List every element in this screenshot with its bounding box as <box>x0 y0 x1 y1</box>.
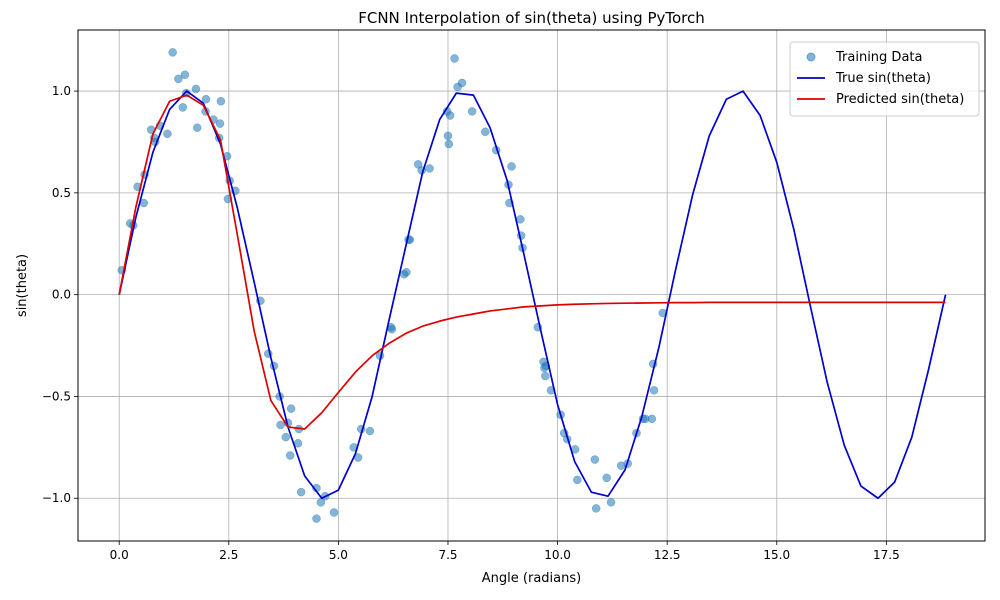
training-data-point <box>192 123 202 132</box>
legend-marker-training-data <box>806 52 816 62</box>
training-data-point <box>329 508 339 517</box>
training-data-point <box>180 70 190 80</box>
x-tick-label: 15.0 <box>763 548 790 562</box>
training-data-point <box>365 426 375 436</box>
training-data-point <box>467 107 477 116</box>
x-axis-label: Angle (radians) <box>482 571 581 586</box>
x-tick-label: 17.5 <box>873 548 900 562</box>
training-data-point <box>606 498 616 507</box>
x-tick-label: 12.5 <box>654 548 681 562</box>
y-tick-label: −1.0 <box>42 491 71 505</box>
legend-label-training-data: Training Data <box>835 50 922 65</box>
training-data-point <box>216 97 226 106</box>
training-data-point <box>541 371 550 381</box>
x-tick-label: 2.5 <box>219 548 238 562</box>
training-data-point <box>450 54 459 63</box>
training-data-point <box>481 127 490 137</box>
training-data-point <box>425 164 434 173</box>
training-data-point <box>285 451 295 460</box>
y-tick-label: 0.5 <box>52 186 71 200</box>
legend-label-predicted-sin: Predicted sin(theta) <box>836 92 964 107</box>
plot-area <box>117 48 947 523</box>
x-tick-label: 10.0 <box>544 548 571 562</box>
plot-frame <box>77 29 986 542</box>
training-data-point <box>178 103 188 112</box>
training-data-point <box>296 487 306 497</box>
training-data-point <box>402 268 411 277</box>
y-axis-label: sin(theta) <box>15 254 30 317</box>
legend: Training Data True sin(theta) Predicted … <box>789 41 980 117</box>
chart-title: FCNN Interpolation of sin(theta) using P… <box>358 9 705 27</box>
y-tick-label: −0.5 <box>42 389 71 403</box>
training-data-point <box>649 386 659 395</box>
y-tick-label: 0.0 <box>52 288 71 302</box>
training-data-point <box>286 404 296 413</box>
y-axis: −1.0 −0.5 0.0 0.5 1.0 <box>42 84 78 505</box>
legend-label-true-sin: True sin(theta) <box>835 71 931 86</box>
training-data-point <box>445 111 455 120</box>
training-data-point <box>387 325 397 334</box>
training-data-point <box>168 48 177 57</box>
training-data-point <box>444 139 454 149</box>
training-data-point <box>590 455 600 464</box>
training-data-point <box>443 131 453 141</box>
training-data-point <box>312 514 321 523</box>
x-tick-label: 0.0 <box>110 548 129 562</box>
training-data-point <box>507 162 516 171</box>
series-line-true-sin <box>118 90 947 500</box>
training-data-point <box>457 78 467 88</box>
legend-box <box>789 41 980 117</box>
series-line-predicted-sin <box>118 94 946 430</box>
training-data-point <box>573 475 582 485</box>
x-tick-label: 7.5 <box>438 548 457 562</box>
x-axis: 0.0 2.5 5.0 7.5 10.0 12.5 15.0 17.5 <box>110 541 900 562</box>
training-data-point <box>174 74 183 84</box>
training-data-point <box>602 473 611 483</box>
training-data-point <box>276 420 285 430</box>
training-data-point <box>201 94 211 104</box>
training-data-point <box>591 504 601 513</box>
training-data-point <box>215 119 225 128</box>
training-data-point <box>281 432 291 442</box>
y-tick-label: 1.0 <box>52 84 71 98</box>
training-data-point <box>516 215 525 224</box>
training-data-point <box>191 84 201 94</box>
x-tick-label: 5.0 <box>329 548 348 562</box>
training-data-point <box>647 414 657 424</box>
training-data-point <box>163 129 172 139</box>
series-layer <box>117 48 947 523</box>
